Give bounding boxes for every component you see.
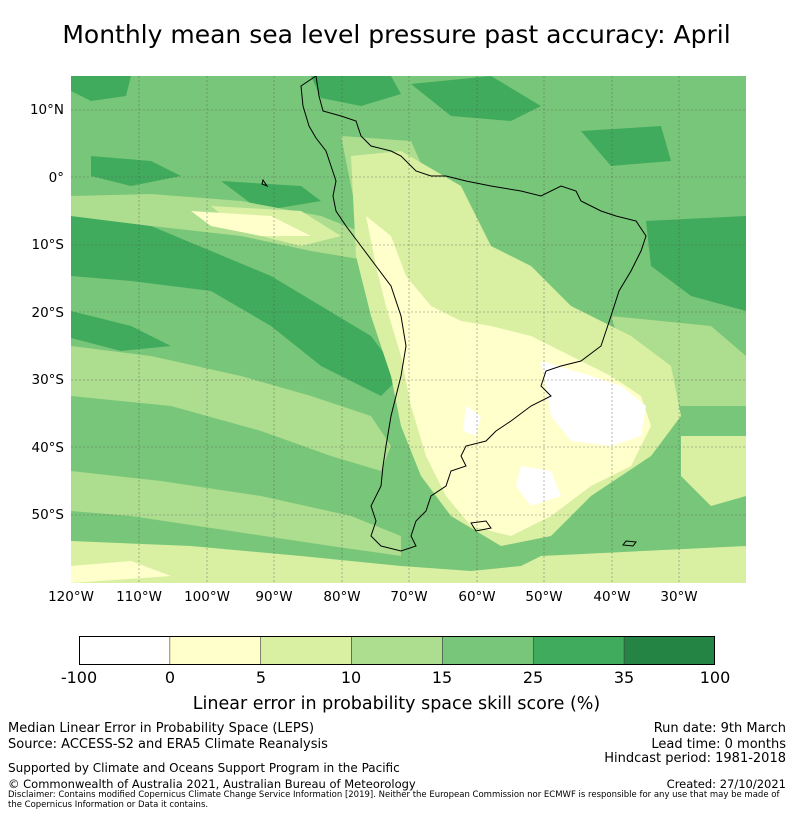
colorbar-tick-label: 100 [699,668,731,687]
lon-tick-label: 30°W [660,589,698,605]
colorbar-tick-label: 0 [164,668,176,687]
skill-band-25-35 [71,76,746,396]
lon-tick-label: 110°W [116,589,162,605]
colorbar-swatch [532,636,625,665]
lat-tick-label: 0° [48,170,64,186]
skill-band-below-0 [463,361,646,506]
colorbar-tick-label: 15 [431,668,453,687]
lat-tick-label: 10°N [29,102,64,118]
skill-band-0-5 [71,211,651,583]
lat-tick-label: 30°S [31,372,65,388]
footer-support: Supported by Climate and Oceans Support … [8,761,400,775]
lon-tick-label: 100°W [184,589,230,605]
colorbar-title: Linear error in probability space skill … [192,694,601,714]
lat-tick-label: 20°S [31,305,65,321]
colorbar-swatch [79,636,171,665]
colorbar-border [79,636,715,665]
skill-map [71,76,746,583]
colorbar-swatch [623,636,715,665]
colorbar-swatch [351,636,443,665]
footer-source: Source: ACCESS-S2 and ERA5 Climate Reana… [8,737,328,752]
lon-tick-label: 60°W [458,589,496,605]
colorbar-tick-label: -100 [60,668,98,687]
lon-tick-label: 80°W [323,589,361,605]
footer-lead-time: Lead time: 0 months [651,737,786,752]
coastline-islands [261,178,637,547]
lat-tick-label: 40°S [31,440,65,456]
footer-disclaimer: Disclaimer: Contains modified Copernicus… [8,790,780,810]
colorbar-tick-label: 25 [522,668,544,687]
footer-copyright: © Commonwealth of Australia 2021, Austra… [8,777,416,791]
lat-tick-label: 50°S [31,507,65,523]
lon-tick-label: 50°W [525,589,563,605]
chart-title: Monthly mean sea level pressure past acc… [62,20,731,49]
coastline-south-america [300,76,647,552]
lon-tick-label: 90°W [255,589,293,605]
lon-tick-label: 120°W [48,589,94,605]
colorbar-tick-label: 35 [613,668,635,687]
footer-run-date: Run date: 9th March [653,721,786,736]
gridlines [71,76,746,583]
colorbar-tick-label: 10 [340,668,362,687]
colorbar [79,636,715,665]
footer-hindcast: Hindcast period: 1981-2018 [604,751,786,766]
colorbar-swatch [260,636,352,665]
lon-tick-label: 70°W [390,589,428,605]
colorbar-swatch [442,636,534,665]
lon-tick-label: 40°W [593,589,631,605]
colorbar-tick-label: 5 [255,668,267,687]
footer-method: Median Linear Error in Probability Space… [8,721,315,736]
lat-tick-label: 10°S [31,237,65,253]
footer-created: Created: 27/10/2021 [666,777,786,791]
colorbar-swatch [169,636,262,665]
